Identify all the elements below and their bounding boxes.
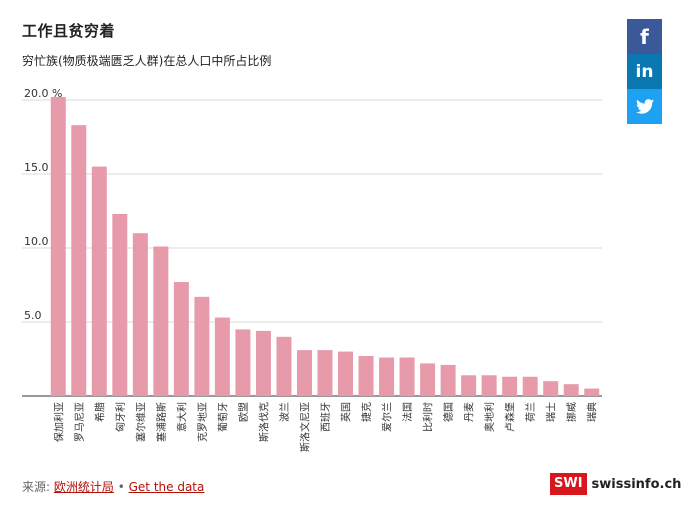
bar[interactable] (214, 317, 230, 396)
bar[interactable] (276, 336, 292, 396)
brand-name: swissinfo.ch (591, 476, 682, 492)
category-label: 葡萄牙 (216, 402, 229, 432)
bar[interactable] (420, 363, 436, 396)
twitter-share-button[interactable] (627, 89, 662, 124)
get-the-data-link[interactable]: Get the data (128, 480, 205, 494)
bar[interactable] (522, 376, 538, 396)
category-label: 保加利亚 (52, 402, 65, 442)
category-label: 卢森堡 (504, 402, 517, 432)
category-label: 欧盟 (238, 402, 250, 422)
bar[interactable] (235, 329, 251, 396)
category-label: 斯洛文尼亚 (298, 402, 311, 452)
bar[interactable] (502, 376, 518, 396)
bar[interactable] (440, 364, 456, 396)
category-label: 爱尔兰 (381, 402, 394, 432)
brand-logo[interactable]: SWI swissinfo.ch (550, 472, 681, 496)
bar-chart: 保加利亚 罗马尼亚 希腊 匈牙利 塞尔维亚 塞浦路斯 意大利 克罗地亚 葡萄牙 欧盟 斯洛伐克 波兰斯… (22, 87, 602, 452)
y-tick-label: 10.0 (24, 235, 49, 248)
category-label: 波兰 (278, 402, 291, 422)
category-label: 塞浦路斯 (155, 402, 168, 442)
category-label: 克罗地亚 (196, 402, 209, 442)
swi-logo: SWI (550, 473, 587, 495)
bar[interactable] (91, 166, 107, 396)
bar[interactable] (296, 350, 312, 396)
bar[interactable] (153, 246, 169, 396)
eurostat-link[interactable]: 欧洲统计局 (53, 480, 114, 494)
twitter-icon (635, 99, 654, 114)
y-tick-label: 20.0 % (24, 87, 62, 100)
y-tick-label: 5.0 (24, 309, 42, 322)
chart-title: 工作且贫穷着 (22, 22, 116, 40)
bar[interactable] (461, 375, 477, 396)
category-label: 瑞士 (545, 402, 558, 422)
category-label: 西班牙 (320, 402, 332, 432)
facebook-icon: f (640, 24, 649, 49)
bar[interactable] (358, 356, 374, 396)
bar[interactable] (543, 381, 559, 396)
bar[interactable] (563, 384, 579, 396)
y-tick-label: 15.0 (24, 161, 49, 174)
bar[interactable] (132, 233, 148, 396)
y-tick-labels: 5.0 10.0 15.0 20.0 % (24, 87, 62, 322)
category-label: 匈牙利 (114, 402, 127, 432)
category-label: 罗马尼亚 (74, 402, 86, 442)
category-label: 斯洛伐克 (257, 402, 270, 442)
category-label: 捷克 (360, 402, 373, 422)
bar[interactable] (71, 125, 87, 396)
bar[interactable] (584, 388, 600, 396)
bar[interactable] (173, 282, 189, 396)
source-separator: • (117, 480, 125, 494)
bar[interactable] (399, 357, 415, 396)
bar[interactable] (194, 296, 210, 396)
source-line: 来源: 欧洲统计局 • Get the data (22, 478, 204, 495)
bar[interactable] (481, 375, 497, 396)
bar[interactable] (317, 350, 333, 396)
source-label: 来源: (22, 480, 51, 494)
bar[interactable] (255, 330, 271, 396)
category-label: 法国 (401, 402, 414, 422)
category-label: 塞尔维亚 (134, 402, 147, 442)
category-label: 意大利 (175, 402, 188, 432)
category-label: 德国 (442, 402, 455, 422)
category-label: 荷兰 (524, 402, 537, 422)
linkedin-icon: in (635, 61, 654, 82)
category-labels: 保加利亚 罗马尼亚 希腊 匈牙利 塞尔维亚 塞浦路斯 意大利 克罗地亚 葡萄牙 欧盟 斯洛伐克 波兰斯… (52, 402, 598, 452)
category-label: 挪威 (565, 402, 578, 422)
category-label: 奥地利 (483, 402, 496, 432)
bar[interactable] (50, 97, 66, 396)
share-bar: f in (627, 19, 662, 124)
category-label: 英国 (340, 402, 353, 422)
bar[interactable] (112, 213, 128, 396)
bar[interactable] (338, 351, 354, 396)
facebook-share-button[interactable]: f (627, 19, 662, 54)
bars (50, 97, 600, 396)
grid-lines (22, 99, 602, 397)
category-label: 希腊 (93, 402, 106, 422)
category-label: 丹麦 (464, 402, 476, 422)
category-label: 瑞典 (586, 402, 599, 422)
bar[interactable] (379, 357, 395, 396)
linkedin-share-button[interactable]: in (627, 54, 662, 89)
chart-subtitle: 穷忙族(物质极端匮乏人群)在总人口中所占比例 (22, 54, 272, 68)
category-label: 比利时 (423, 402, 435, 432)
